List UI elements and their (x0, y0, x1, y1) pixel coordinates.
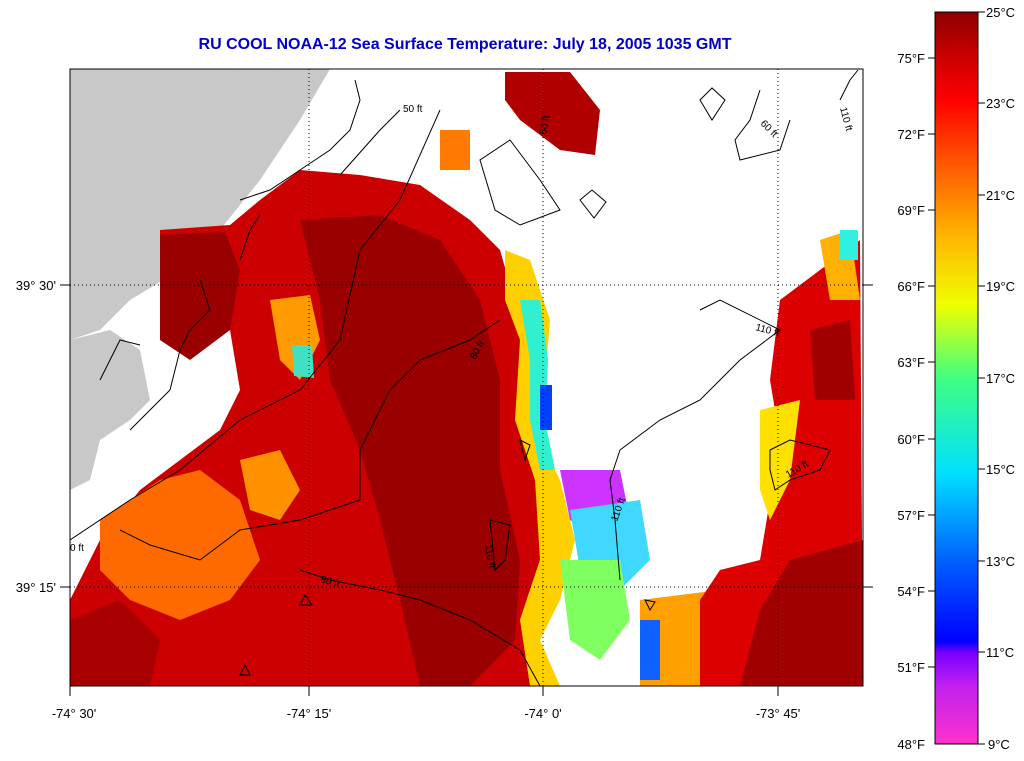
nearshore-cool (100, 470, 260, 620)
fahrenheit-label: 51°F (897, 660, 925, 675)
map-title: RU COOL NOAA-12 Sea Surface Temperature:… (198, 36, 732, 53)
coastal-hot (160, 232, 240, 360)
hot-core (300, 215, 520, 686)
x-tick-label: -74° 30' (52, 706, 97, 721)
celsius-label: 21°C (986, 188, 1015, 203)
plume-cyan (292, 345, 314, 378)
fahrenheit-label: 54°F (897, 584, 925, 599)
celsius-label: 11°C (986, 645, 1014, 660)
east-edge-3 (840, 230, 858, 260)
fahrenheit-label: 63°F (897, 355, 925, 370)
celsius-label: 25°C (986, 5, 1015, 20)
fahrenheit-label: 60°F (897, 432, 925, 447)
north-blob (505, 72, 600, 155)
grid (70, 69, 863, 686)
fahrenheit-label: 48°F (897, 737, 925, 752)
front-green (560, 560, 630, 660)
x-tick-label: -74° 0' (524, 706, 561, 721)
fahrenheit-label: 57°F (897, 508, 925, 523)
nearshore-cool-2 (240, 450, 300, 520)
celsius-label: 9°C (988, 737, 1010, 752)
fahrenheit-label: 72°F (897, 127, 925, 142)
north-orange (440, 130, 470, 170)
isobath-label: 110 ft (482, 544, 497, 570)
front-blue (540, 385, 552, 430)
y-tick-label: 39° 15' (16, 580, 56, 595)
celsius-label: 23°C (986, 96, 1015, 111)
x-tick-label: -74° 15' (287, 706, 332, 721)
isobath-label: 0 ft (70, 543, 84, 554)
east-hot-2 (810, 320, 855, 400)
fahrenheit-label: 66°F (897, 279, 925, 294)
y-tick-label: 39° 30' (16, 278, 56, 293)
east-edge (760, 400, 800, 520)
isobath-label: 60 ft (538, 114, 552, 135)
x-tick-label: -73° 45' (756, 706, 801, 721)
colorbar-ticks (928, 11, 985, 745)
colorbar (934, 11, 979, 745)
isobath-label: 50 ft (403, 104, 423, 115)
isobaths (70, 69, 859, 686)
celsius-label: 13°C (986, 554, 1015, 569)
southwest-hot (70, 600, 160, 686)
east-hot (740, 540, 863, 686)
ticks (60, 284, 873, 696)
celsius-label: 17°C (986, 371, 1015, 386)
plot-frame (69, 68, 864, 687)
celsius-label: 19°C (986, 279, 1015, 294)
fahrenheit-label: 75°F (897, 51, 925, 66)
front-blue-2 (640, 620, 660, 680)
celsius-label: 15°C (986, 462, 1015, 477)
isobath-label: 80 ft (319, 574, 341, 590)
fahrenheit-label: 69°F (897, 203, 925, 218)
land-area (70, 69, 330, 490)
